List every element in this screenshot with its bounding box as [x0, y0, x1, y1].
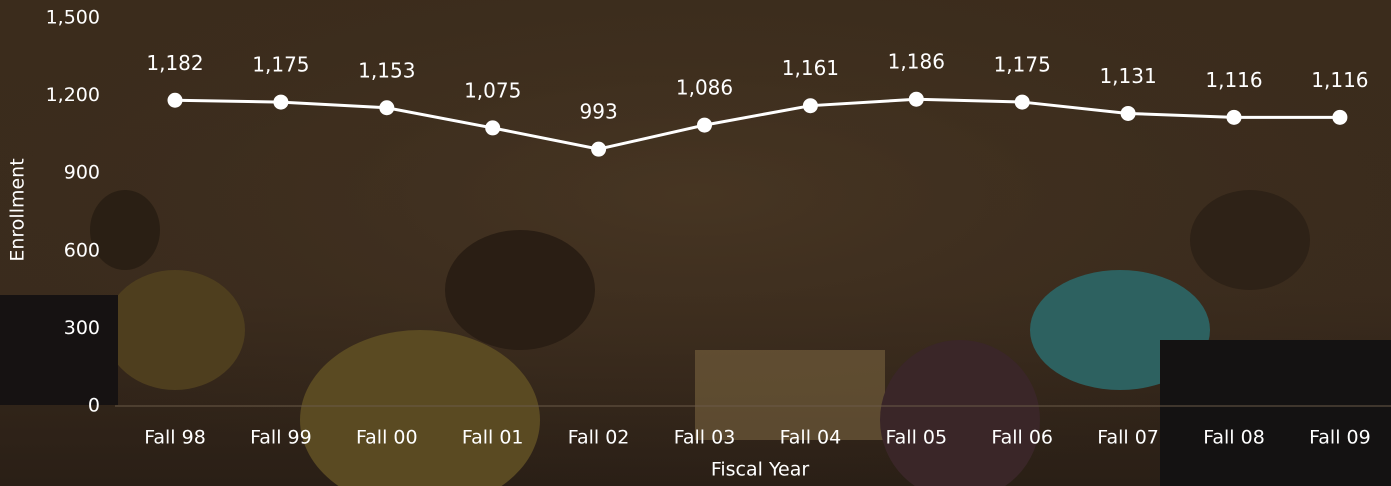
- point: [591, 142, 606, 157]
- point: [1121, 106, 1136, 121]
- data-label: 1,161: [782, 56, 839, 80]
- x-tick-label: Fall 04: [780, 427, 842, 449]
- point: [803, 98, 818, 113]
- data-label: 1,131: [1099, 64, 1156, 88]
- x-tick-label: Fall 01: [462, 427, 524, 449]
- data-label: 1,153: [358, 58, 415, 82]
- x-tick-label: Fall 07: [1097, 427, 1159, 449]
- y-tick-label: 900: [64, 162, 100, 184]
- page: {"chart_data": {"type": "line", "x_label…: [0, 0, 1391, 486]
- data-label: 1,175: [994, 53, 1051, 77]
- point: [273, 95, 288, 110]
- chart: Fiscal Year Enrollment 0 300 600 900 1,200 1,…: [0, 0, 1391, 486]
- x-tick-label: Fall 00: [356, 427, 418, 449]
- x-axis-title: Fiscal Year: [711, 459, 810, 481]
- data-label: 1,175: [252, 53, 309, 77]
- x-tick-label: Fall 06: [991, 427, 1053, 449]
- data-label: 1,075: [464, 78, 521, 102]
- y-tick-label: 300: [64, 317, 100, 339]
- data-label: 993: [580, 100, 618, 124]
- data-label: 1,116: [1311, 68, 1368, 92]
- y-tick-label: 1,200: [46, 84, 100, 106]
- point: [909, 92, 924, 107]
- background-shape: [105, 270, 245, 390]
- data-label: 1,116: [1205, 68, 1262, 92]
- x-tick-label: Fall 02: [568, 427, 630, 449]
- y-tick-label: 0: [88, 395, 100, 417]
- x-tick-label: Fall 99: [250, 427, 312, 449]
- x-tick-label: Fall 03: [674, 427, 736, 449]
- data-label: 1,186: [888, 50, 945, 74]
- x-tick-label: Fall 08: [1203, 427, 1265, 449]
- background-shape: [1190, 190, 1310, 290]
- y-axis-title: Enrollment: [7, 158, 29, 261]
- point: [697, 118, 712, 133]
- x-tick-label: Fall 98: [144, 427, 206, 449]
- y-tick-label: 1,500: [46, 7, 100, 29]
- x-tick-label: Fall 05: [885, 427, 947, 449]
- point: [379, 100, 394, 115]
- point: [485, 120, 500, 135]
- data-label: 1,182: [146, 51, 203, 75]
- background-shape: [0, 295, 118, 405]
- x-tick-label: Fall 09: [1309, 427, 1371, 449]
- point: [1015, 95, 1030, 110]
- background-shape: [90, 190, 160, 270]
- background-shape: [1160, 340, 1391, 486]
- point: [1332, 110, 1347, 125]
- data-label: 1,086: [676, 76, 733, 100]
- point: [1227, 110, 1242, 125]
- y-tick-label: 600: [64, 239, 100, 261]
- background-shape: [445, 230, 595, 350]
- point: [168, 93, 183, 108]
